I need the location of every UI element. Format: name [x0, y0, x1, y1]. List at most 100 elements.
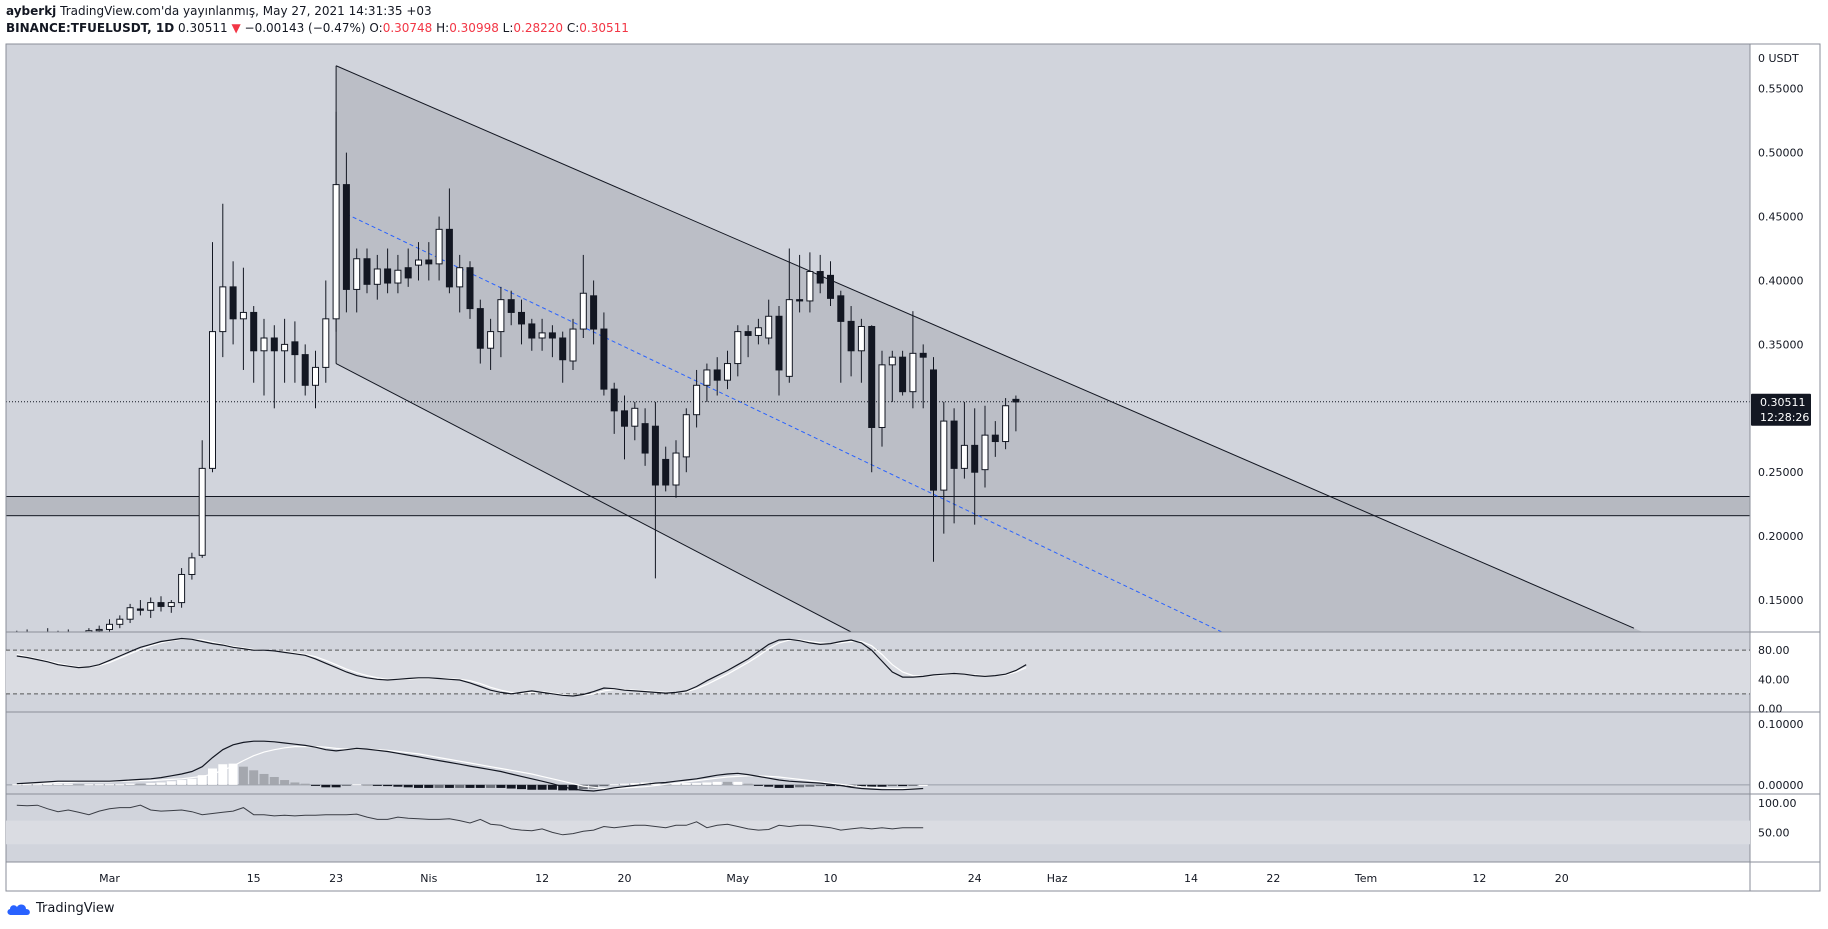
candle[interactable] [116, 615, 124, 629]
candle[interactable] [435, 216, 443, 281]
candle[interactable] [569, 318, 577, 370]
candle[interactable] [878, 350, 886, 447]
candle[interactable] [126, 603, 134, 624]
candle[interactable] [518, 299, 525, 345]
candle[interactable] [930, 357, 937, 562]
candle[interactable] [24, 629, 30, 638]
candle[interactable] [239, 267, 247, 370]
candle[interactable] [631, 401, 639, 441]
candle[interactable] [487, 318, 495, 370]
candle[interactable] [662, 446, 670, 492]
macd-line[interactable] [16, 740, 924, 792]
candle[interactable] [651, 401, 659, 579]
candle[interactable] [775, 306, 783, 396]
macd-signal-line[interactable] [16, 746, 924, 790]
candle[interactable] [981, 405, 989, 488]
candle[interactable] [466, 261, 474, 319]
candle[interactable] [682, 408, 690, 473]
candle[interactable] [847, 306, 855, 377]
candle[interactable] [106, 619, 113, 633]
candle[interactable] [384, 248, 392, 294]
channel-upper-line[interactable] [335, 65, 1635, 629]
candle[interactable] [353, 248, 361, 313]
candle[interactable] [991, 421, 999, 457]
candle[interactable] [559, 331, 567, 383]
candle[interactable] [497, 286, 505, 358]
candle[interactable] [188, 552, 196, 580]
candle[interactable] [940, 401, 948, 534]
candle[interactable] [64, 629, 72, 637]
candle[interactable] [703, 363, 711, 402]
candle[interactable] [136, 600, 144, 616]
candle[interactable] [425, 242, 433, 281]
candle[interactable] [693, 369, 701, 428]
author-name[interactable]: ayberkj [6, 4, 57, 18]
candle[interactable] [332, 111, 340, 332]
candle[interactable] [1002, 398, 1010, 450]
candle[interactable] [868, 325, 876, 473]
candle[interactable] [538, 318, 546, 351]
candle[interactable] [888, 350, 896, 402]
candle[interactable] [919, 344, 927, 409]
candle[interactable] [157, 596, 165, 612]
candle[interactable] [950, 408, 958, 524]
candle[interactable] [528, 318, 536, 351]
candle[interactable] [147, 597, 155, 618]
candle[interactable] [229, 261, 237, 345]
candle[interactable] [610, 382, 618, 434]
candle[interactable] [219, 203, 227, 358]
candle[interactable] [744, 325, 752, 358]
candle[interactable] [250, 306, 258, 383]
candle[interactable] [734, 325, 742, 377]
candle[interactable] [342, 152, 350, 313]
candle[interactable] [590, 280, 598, 345]
candle[interactable] [445, 188, 453, 294]
candle[interactable] [960, 401, 968, 479]
candle[interactable] [621, 395, 628, 460]
candle[interactable] [548, 325, 556, 358]
price-tag[interactable] [1751, 393, 1811, 426]
candle[interactable] [260, 318, 268, 396]
channel-lower-line[interactable] [335, 363, 852, 632]
symbol-title[interactable]: BINANCE:TFUELUSDT, 1D [6, 21, 175, 35]
candle[interactable] [857, 318, 865, 383]
candle[interactable] [270, 325, 278, 409]
candle[interactable] [507, 290, 515, 326]
candle[interactable] [209, 242, 216, 473]
candle[interactable] [281, 318, 289, 383]
candle[interactable] [672, 440, 680, 498]
candle[interactable] [363, 248, 371, 294]
rsi-line[interactable] [16, 804, 924, 836]
channel-mid-line[interactable] [346, 213, 1223, 632]
candle[interactable] [167, 600, 175, 613]
tradingview-watermark[interactable]: TradingView [6, 901, 115, 916]
candle[interactable] [641, 408, 649, 466]
candle[interactable] [95, 625, 103, 635]
candle[interactable] [899, 350, 907, 396]
candle[interactable] [322, 280, 330, 383]
candle[interactable] [713, 357, 721, 396]
candle[interactable] [837, 290, 845, 383]
candle[interactable] [600, 312, 608, 396]
candle[interactable] [85, 628, 93, 636]
candle[interactable] [373, 254, 381, 300]
candle[interactable] [909, 311, 917, 409]
candle[interactable] [404, 248, 412, 287]
candle[interactable] [1012, 395, 1020, 432]
candle[interactable] [476, 299, 484, 364]
candle[interactable] [971, 408, 979, 525]
candle[interactable] [765, 299, 773, 345]
candle[interactable] [291, 321, 299, 383]
candle[interactable] [394, 254, 402, 294]
candle[interactable] [754, 318, 762, 345]
candle[interactable] [816, 254, 824, 294]
stoch-k-line[interactable] [16, 637, 1027, 697]
candle[interactable] [301, 344, 309, 396]
candle[interactable] [796, 254, 804, 313]
candle[interactable] [178, 568, 186, 608]
candle[interactable] [724, 350, 731, 390]
support-zone[interactable] [6, 496, 1750, 517]
candle[interactable] [456, 254, 464, 313]
candle[interactable] [312, 350, 319, 409]
